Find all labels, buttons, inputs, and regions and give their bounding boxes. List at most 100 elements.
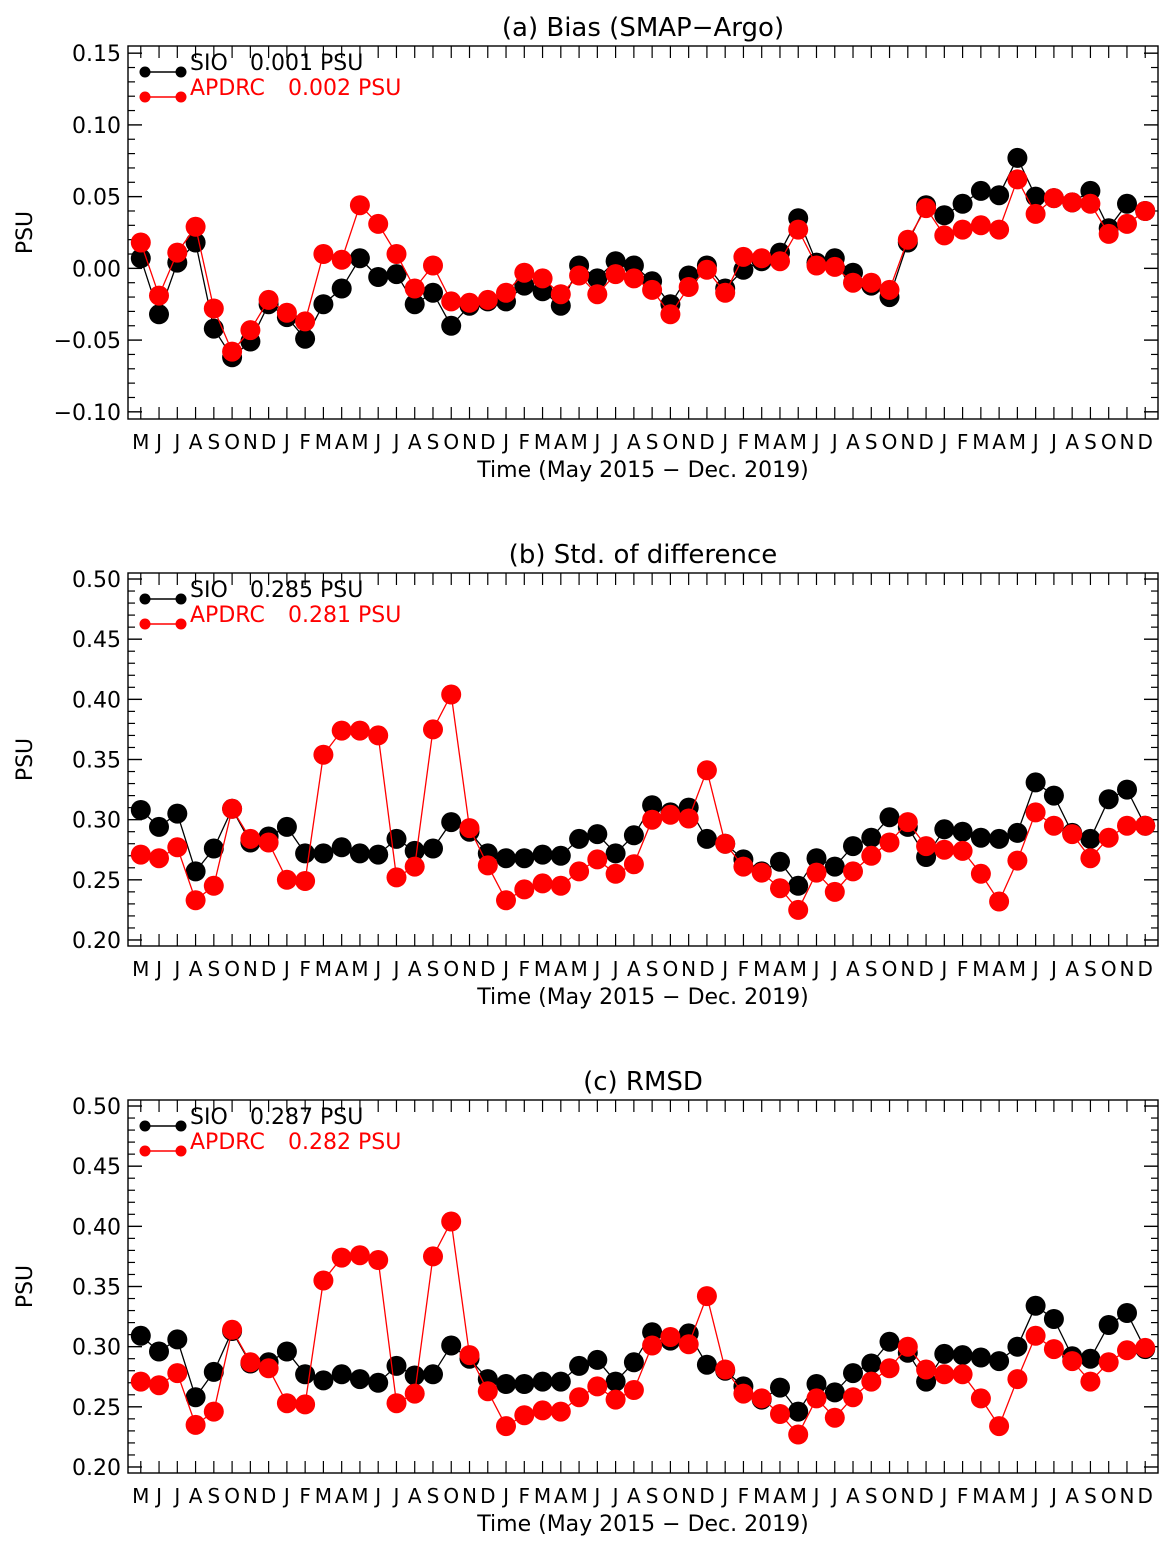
- x-tick-label: A: [846, 1484, 860, 1508]
- data-point-sio: [1007, 147, 1028, 168]
- x-tick-label: J: [282, 1484, 290, 1508]
- legend-series-name: APDRC: [190, 1130, 265, 1155]
- x-tick-label: D: [1138, 957, 1153, 981]
- x-tick-label: J: [1031, 1484, 1039, 1508]
- x-tick-label: J: [501, 1484, 509, 1508]
- x-tick-label: J: [154, 957, 162, 981]
- data-point-apdrc: [532, 268, 553, 289]
- x-tick-label: A: [1065, 1484, 1079, 1508]
- data-point-sio: [130, 1325, 151, 1346]
- data-point-apdrc: [1135, 815, 1156, 836]
- x-tick-label: J: [501, 430, 509, 454]
- x-tick-label: N: [900, 957, 915, 981]
- data-point-apdrc: [751, 248, 772, 269]
- y-tick-label: 0.25: [72, 869, 121, 894]
- data-point-apdrc: [477, 855, 498, 876]
- x-tick-label: N: [462, 1484, 477, 1508]
- data-point-apdrc: [569, 265, 590, 286]
- x-tick-label: N: [1119, 957, 1134, 981]
- x-tick-label: O: [882, 1484, 898, 1508]
- data-point-apdrc: [770, 251, 790, 272]
- legend-series-name: SIO: [190, 578, 228, 603]
- data-point-apdrc: [276, 1393, 297, 1414]
- x-tick-label: M: [790, 1484, 807, 1508]
- data-point-apdrc: [1080, 193, 1101, 214]
- x-tick-label: A: [846, 957, 860, 981]
- data-point-apdrc: [770, 1404, 790, 1424]
- data-point-apdrc: [349, 1245, 370, 1266]
- data-point-apdrc: [1135, 201, 1156, 221]
- x-tick-label: A: [408, 430, 422, 454]
- x-tick-label: A: [554, 430, 568, 454]
- data-point-sio: [331, 1364, 352, 1385]
- data-point-apdrc: [423, 719, 443, 740]
- x-tick-label: O: [443, 1484, 459, 1508]
- x-tick-label: N: [1119, 430, 1134, 454]
- x-tick-label: M: [132, 430, 149, 454]
- y-tick-label: 0.30: [72, 1336, 121, 1361]
- legend-marker: [139, 1120, 151, 1132]
- data-point-apdrc: [879, 1358, 900, 1379]
- data-point-sio: [386, 264, 407, 285]
- data-point-apdrc: [897, 229, 918, 250]
- legend-marker: [139, 1145, 151, 1157]
- data-point-apdrc: [149, 285, 169, 306]
- data-point-sio: [879, 807, 900, 828]
- data-point-apdrc: [331, 249, 352, 270]
- data-point-apdrc: [514, 1405, 535, 1426]
- x-tick-label: D: [1138, 430, 1153, 454]
- data-point-apdrc: [952, 840, 973, 861]
- data-point-apdrc: [824, 256, 845, 277]
- data-point-apdrc: [989, 891, 1010, 912]
- x-tick-label: F: [519, 430, 531, 454]
- data-point-apdrc: [952, 219, 973, 240]
- legend-series-name: APDRC: [190, 76, 265, 101]
- data-point-sio: [130, 800, 151, 820]
- x-tick-label: F: [299, 957, 311, 981]
- data-point-sio: [989, 185, 1010, 206]
- data-point-apdrc: [934, 225, 955, 246]
- data-point-apdrc: [715, 282, 736, 303]
- y-tick-label: 0.20: [72, 1456, 121, 1481]
- x-tick-label: J: [172, 1484, 180, 1508]
- data-point-sio: [130, 248, 151, 269]
- data-point-apdrc: [313, 244, 334, 264]
- data-point-sio: [368, 1372, 389, 1393]
- data-point-apdrc: [733, 856, 754, 877]
- x-tick-label: J: [172, 957, 180, 981]
- data-point-apdrc: [934, 839, 955, 860]
- x-tick-label: O: [1101, 1484, 1117, 1508]
- data-point-apdrc: [696, 1286, 717, 1307]
- x-tick-label: S: [1084, 430, 1097, 454]
- data-point-apdrc: [276, 302, 297, 323]
- data-point-apdrc: [496, 282, 516, 303]
- data-point-sio: [861, 1353, 882, 1374]
- data-point-apdrc: [733, 246, 754, 267]
- data-point-sio: [824, 856, 845, 877]
- x-tick-label: M: [1009, 957, 1026, 981]
- x-tick-label: F: [519, 1484, 531, 1508]
- data-point-sio: [1025, 772, 1046, 793]
- x-tick-label: D: [699, 1484, 714, 1508]
- data-point-apdrc: [970, 863, 991, 884]
- data-point-apdrc: [1062, 192, 1083, 213]
- data-point-apdrc: [276, 869, 297, 890]
- data-point-apdrc: [203, 875, 224, 896]
- legend-series-value: 0.287 PSU: [250, 1105, 363, 1130]
- x-tick-label: N: [681, 430, 696, 454]
- data-point-sio: [1043, 1309, 1064, 1329]
- x-tick-label: J: [720, 430, 728, 454]
- x-tick-label: J: [154, 430, 162, 454]
- data-point-sio: [1080, 828, 1101, 849]
- x-tick-label: A: [1065, 957, 1079, 981]
- data-point-apdrc: [806, 1388, 827, 1409]
- y-tick-label: 0.40: [72, 688, 121, 713]
- data-point-sio: [276, 1341, 297, 1362]
- x-tick-label: A: [627, 1484, 641, 1508]
- data-point-sio: [1007, 1336, 1028, 1357]
- data-point-apdrc: [751, 1388, 772, 1409]
- data-point-apdrc: [916, 1359, 937, 1380]
- x-tick-label: D: [480, 430, 495, 454]
- x-tick-label: F: [957, 957, 969, 981]
- x-tick-label: M: [972, 1484, 989, 1508]
